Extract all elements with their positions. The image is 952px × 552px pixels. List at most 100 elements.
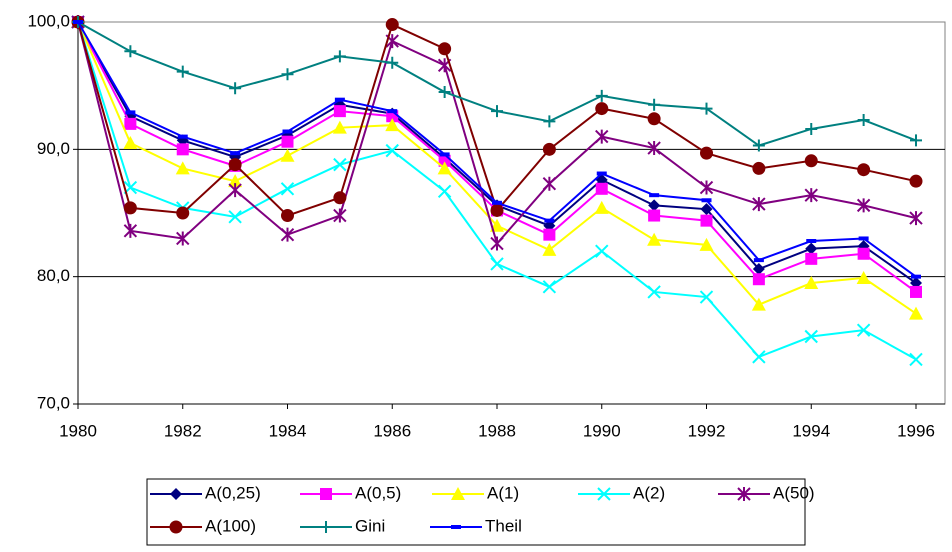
series-line — [77, 21, 917, 361]
marker — [280, 148, 295, 162]
marker — [856, 270, 871, 284]
marker — [176, 231, 190, 246]
y-tick-label: 90,0 — [37, 139, 70, 158]
y-tick-label: 100,0 — [27, 11, 70, 30]
marker — [737, 487, 751, 501]
marker — [281, 135, 294, 148]
marker — [542, 280, 557, 294]
series-line — [77, 21, 917, 147]
marker — [124, 117, 137, 130]
marker — [123, 223, 138, 238]
marker — [700, 102, 713, 115]
marker — [647, 285, 661, 299]
marker — [333, 208, 347, 223]
marker — [451, 487, 465, 500]
marker — [647, 112, 661, 126]
series-line — [77, 21, 917, 315]
marker — [438, 42, 452, 56]
marker — [385, 18, 399, 32]
marker — [857, 163, 871, 177]
marker — [804, 276, 819, 290]
marker — [699, 180, 714, 195]
x-tick-label: 1988 — [478, 421, 516, 440]
marker — [752, 273, 765, 286]
marker — [595, 102, 609, 116]
marker — [804, 329, 818, 344]
x-tick-label: 1996 — [897, 421, 935, 440]
legend-label: A(0,25) — [205, 483, 261, 502]
marker — [752, 139, 765, 152]
marker — [595, 89, 608, 102]
marker — [385, 118, 400, 132]
marker — [175, 161, 190, 175]
x-tick-label: 1984 — [269, 421, 307, 440]
marker — [909, 352, 923, 367]
legend-label: A(100) — [205, 516, 256, 535]
x-tick-label: 1990 — [583, 421, 621, 440]
legend-label: Theil — [485, 516, 522, 535]
marker — [333, 105, 346, 118]
marker — [229, 82, 242, 95]
marker — [490, 203, 504, 217]
x-tick-label: 1982 — [164, 421, 202, 440]
marker — [332, 120, 347, 134]
legend: A(0,25) A(0,5) A(1) A(2) A(50) A(100) Gini Thei… — [146, 478, 815, 546]
marker — [385, 143, 399, 158]
marker — [595, 129, 609, 144]
marker — [333, 157, 347, 172]
legend-label: Gini — [355, 516, 385, 535]
marker — [805, 122, 818, 135]
marker — [700, 146, 713, 160]
marker — [856, 198, 871, 213]
marker — [280, 227, 295, 242]
marker — [228, 210, 242, 224]
marker — [909, 211, 923, 226]
legend-label: A(0,5) — [355, 483, 401, 502]
x-tick-label: 1994 — [792, 421, 830, 440]
y-tick-label: 70,0 — [37, 393, 70, 412]
x-tick-label: 1980 — [59, 421, 97, 440]
marker — [320, 488, 332, 500]
marker — [333, 50, 346, 63]
marker — [647, 141, 661, 156]
marker — [281, 209, 294, 223]
marker — [437, 184, 452, 199]
marker — [491, 105, 503, 118]
marker — [320, 521, 332, 533]
marker — [490, 257, 504, 271]
marker — [648, 98, 661, 111]
marker — [804, 188, 818, 203]
y-tick-label: 80,0 — [37, 266, 70, 285]
marker — [170, 488, 182, 500]
marker — [542, 242, 557, 256]
marker — [542, 176, 557, 191]
marker — [909, 306, 923, 320]
marker — [124, 45, 137, 58]
marker — [542, 142, 556, 156]
marker — [333, 191, 347, 205]
marker — [595, 182, 608, 195]
marker — [752, 161, 766, 175]
marker — [857, 247, 870, 260]
series-line — [77, 21, 917, 293]
marker — [490, 236, 504, 251]
marker — [700, 214, 713, 227]
marker — [909, 174, 923, 188]
marker — [594, 200, 609, 214]
marker — [699, 290, 714, 304]
series-line — [77, 21, 917, 217]
marker — [647, 232, 662, 246]
marker — [280, 182, 295, 196]
legend-label: A(1) — [487, 483, 519, 502]
marker — [910, 134, 922, 147]
marker — [228, 174, 243, 188]
marker — [752, 263, 765, 276]
marker — [169, 520, 183, 534]
marker — [699, 237, 714, 251]
marker — [752, 197, 766, 212]
marker — [856, 323, 871, 337]
marker — [595, 244, 609, 258]
marker — [543, 115, 556, 128]
